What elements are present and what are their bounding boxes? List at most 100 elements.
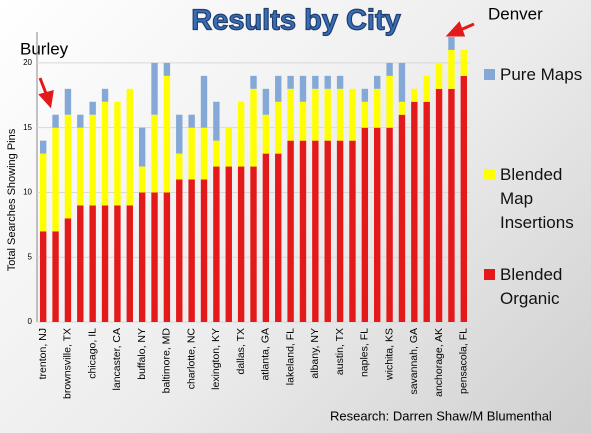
x-tick-label: austin, TX <box>334 328 346 375</box>
bar-segment <box>411 101 418 322</box>
bar-segment <box>349 88 356 141</box>
bar-segment <box>176 179 183 322</box>
bar-segment <box>386 62 393 76</box>
bar-segment <box>39 231 47 322</box>
bar-segment <box>64 88 72 115</box>
bar-segment <box>374 127 381 322</box>
bar-segment <box>77 205 84 322</box>
y-tick-label: 5 <box>28 252 33 261</box>
bar-segment <box>324 75 331 89</box>
x-tick-label: anchorage, AK <box>433 328 445 397</box>
bar-segment <box>287 88 294 141</box>
bar-segment <box>52 114 59 128</box>
bar-segment <box>64 114 72 219</box>
bar-segment <box>336 88 344 141</box>
bar-segment <box>188 114 195 128</box>
y-tick-label: 20 <box>23 58 32 67</box>
annotation: Research: Darren Shaw/M Blumenthal <box>330 408 552 423</box>
legend-swatch <box>484 69 495 80</box>
bar-segment <box>460 75 468 322</box>
legend-swatch <box>484 169 495 180</box>
bar-segment <box>398 114 406 323</box>
bar-segment <box>52 127 59 232</box>
bar-segment <box>200 127 208 180</box>
bar-segment <box>138 192 146 322</box>
bar-segment <box>126 205 133 322</box>
y-axis-label: Total Searches Showing Pins <box>6 128 18 271</box>
bar-segment <box>89 114 96 206</box>
bar-segment <box>225 166 232 322</box>
bar-segment <box>163 75 171 193</box>
bar-segment <box>213 140 220 167</box>
bar-segment <box>138 127 146 167</box>
bar-segment <box>448 37 455 50</box>
bar-segment <box>39 140 47 154</box>
bar-segment <box>225 127 232 167</box>
chart-title: Results by City <box>191 5 401 37</box>
bar-segment <box>237 101 245 167</box>
bar-segment <box>324 88 331 141</box>
bar-segment <box>114 101 121 206</box>
bar-segment <box>101 101 109 206</box>
bar-segment <box>250 166 257 322</box>
bar-segment <box>188 127 195 180</box>
bar-segment <box>200 179 208 322</box>
bar-segment <box>336 75 344 89</box>
bar-segment <box>101 205 109 322</box>
bar-segment <box>448 88 455 323</box>
x-tick-label: atlanta, GA <box>260 328 272 381</box>
bar-segment <box>89 205 96 322</box>
bar-segment <box>151 114 158 193</box>
bar-segment <box>77 114 84 128</box>
x-tick-label: pensacola, FL <box>458 328 470 394</box>
bar-segment <box>77 127 84 206</box>
y-tick-label: 15 <box>23 123 32 132</box>
legend-label: Blended Map Insertions <box>500 165 574 232</box>
arrow <box>38 21 475 109</box>
y-tick-label: 0 <box>28 317 33 326</box>
y-tick-label: 10 <box>23 188 32 197</box>
legend-swatch <box>484 269 495 280</box>
bar-segment <box>262 114 270 154</box>
x-tick-label: buffalo, NY <box>136 328 148 380</box>
x-tick-label: dallas, TX <box>235 328 247 375</box>
bar-segment <box>398 101 406 115</box>
x-tick-label: lakeland, FL <box>284 328 296 385</box>
bar-segment <box>176 153 183 180</box>
x-tick-label: trenton, NJ <box>37 328 49 379</box>
bar-segment <box>237 166 245 322</box>
x-tick-label: chicago, IL <box>86 328 98 379</box>
bar-segment <box>250 88 257 167</box>
bar-segment <box>163 62 171 76</box>
x-tick-label: albany, NY <box>309 328 321 379</box>
bar-segment <box>435 62 443 89</box>
x-tick-label: lancaster, CA <box>111 328 123 390</box>
bar-segment <box>299 140 307 322</box>
bar-segment <box>52 231 59 322</box>
bar-segment <box>151 62 158 115</box>
bar-segment <box>262 88 270 115</box>
x-tick-label: savannah, GA <box>408 328 420 395</box>
annotation: Burley <box>20 39 69 58</box>
bar-segment <box>435 88 443 323</box>
bar-segment <box>287 75 294 89</box>
bar-segment <box>374 88 381 128</box>
bar-segment <box>312 88 319 141</box>
annotation: Denver <box>488 4 543 23</box>
x-tick-label: brownsville, TX <box>62 328 74 399</box>
bar-segment <box>349 140 356 322</box>
bar-segment <box>39 153 47 232</box>
bar-segment <box>299 75 307 102</box>
bar-segment <box>361 127 369 322</box>
bar-segment <box>151 192 158 322</box>
bar-segment <box>312 140 319 322</box>
bar-segment <box>262 153 270 322</box>
bar-segment <box>275 153 282 322</box>
bar-segment <box>126 88 133 206</box>
bar-segment <box>101 88 109 102</box>
bar-segment <box>423 75 430 102</box>
bar-segment <box>200 75 208 128</box>
legend-label: Blended Organic <box>500 265 563 308</box>
bar-segment <box>386 75 393 128</box>
